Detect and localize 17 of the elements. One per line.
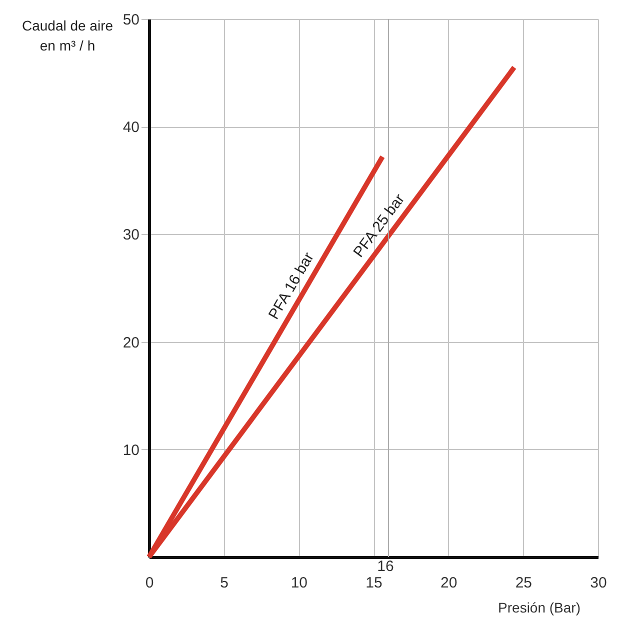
x-tick-label: 15 [366, 574, 382, 592]
x-tick-label: 0 [145, 574, 154, 592]
x-tick-label: 5 [220, 574, 229, 592]
x-axis-title: Presión (Bar) [498, 600, 580, 616]
y-axis-title: Caudal de aire en m³ / h [22, 18, 114, 54]
x-tick-label: 25 [515, 574, 532, 592]
x-tick-label: 30 [590, 574, 607, 592]
y-tick-label: 10 [122, 442, 140, 459]
y-tick-label: 40 [122, 119, 140, 136]
ref-line-label: 16 [377, 558, 394, 575]
text: PFA 25 bar [350, 190, 408, 261]
text: PFA 16 bar [265, 250, 318, 322]
y-tick-label: 50 [122, 12, 140, 28]
x-tick-label: 20 [440, 574, 458, 592]
x-tick-label: 10 [290, 574, 308, 592]
y-tick-label: 20 [122, 334, 140, 352]
y-tick-label: 30 [122, 226, 140, 244]
